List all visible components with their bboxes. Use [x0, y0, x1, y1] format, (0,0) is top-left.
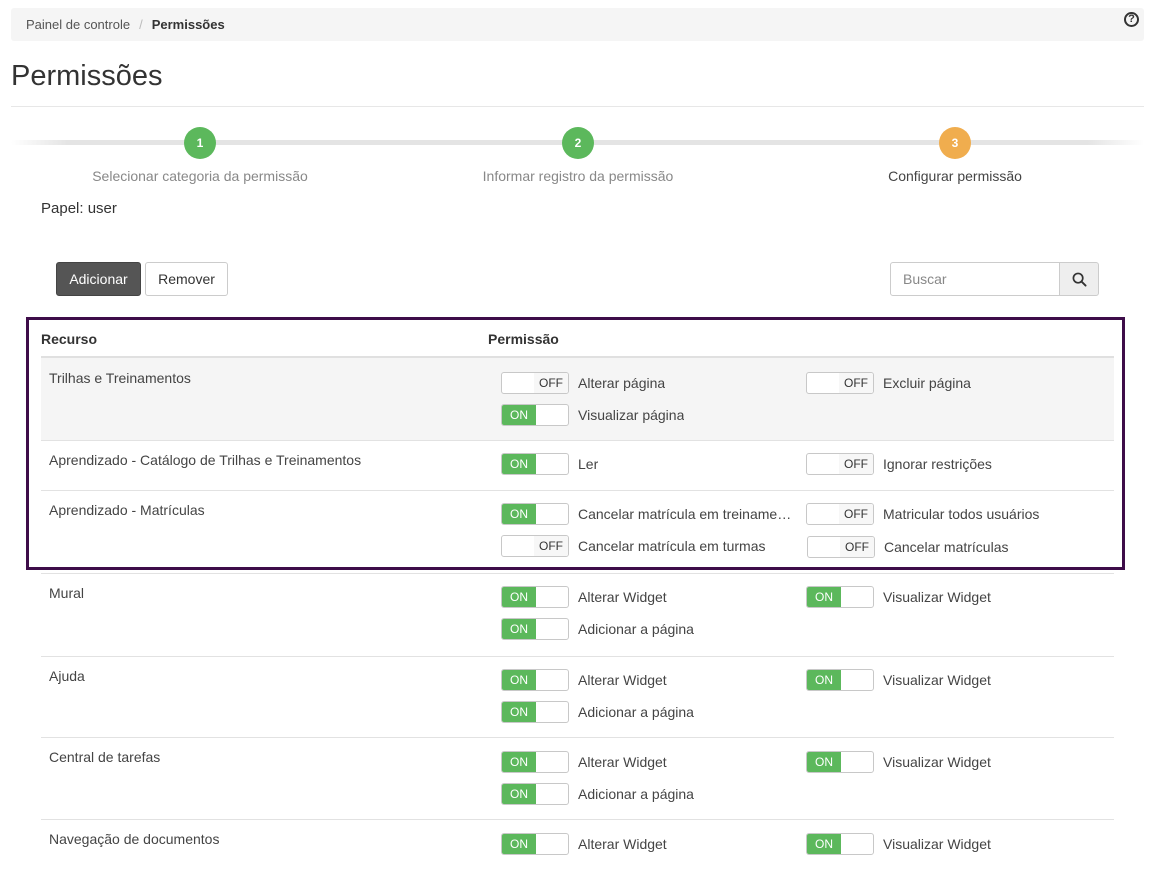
table-row: Mural ONOFF Alterar Widget ONOFF Visuali…	[41, 574, 1114, 657]
resource-name: Mural	[49, 585, 85, 601]
step-1-label: Selecionar categoria da permissão	[92, 168, 308, 184]
resource-name: Trilhas e Treinamentos	[49, 370, 191, 386]
breadcrumb: Painel de controle / Permissões	[11, 8, 1144, 41]
permission-toggle[interactable]: ONOFF	[806, 372, 874, 394]
step-3-circle: 3	[939, 127, 971, 159]
permission-label: Visualizar Widget	[883, 754, 991, 770]
breadcrumb-separator: /	[139, 17, 143, 32]
permission-label: Matricular todos usuários	[883, 506, 1040, 522]
resource-name: Aprendizado - Matrículas	[49, 502, 205, 518]
permission-toggle[interactable]: ONOFF	[501, 503, 569, 525]
breadcrumb-current: Permissões	[151, 17, 225, 32]
permission-item: ONOFF Adicionar a página	[501, 701, 694, 723]
table-row: Navegação de documentos ONOFF Alterar Wi…	[41, 820, 1114, 880]
wizard-step-2: 2 Informar registro da permissão	[428, 127, 728, 184]
permission-label: Visualizar página	[578, 407, 685, 423]
column-header-permission: Permissão	[488, 331, 559, 347]
permission-toggle[interactable]: ONOFF	[501, 669, 569, 691]
permission-toggle[interactable]: ONOFF	[501, 701, 569, 723]
permission-toggle[interactable]: ONOFF	[806, 453, 874, 475]
permission-label: Adicionar a página	[578, 621, 694, 637]
help-icon[interactable]: ?	[1124, 12, 1139, 27]
step-3-label: Configurar permissão	[888, 168, 1022, 184]
resource-name: Central de tarefas	[49, 749, 161, 765]
permission-label: Adicionar a página	[578, 704, 694, 720]
permission-item: ONOFF Excluir página	[806, 372, 971, 394]
permission-toggle[interactable]: ONOFF	[806, 833, 874, 855]
resource-name: Navegação de documentos	[49, 831, 220, 847]
resource-name: Ajuda	[49, 668, 85, 684]
title-divider	[11, 106, 1144, 107]
wizard-step-1: 1 Selecionar categoria da permissão	[50, 127, 350, 184]
table-row: Trilhas e Treinamentos ONOFF Alterar pág…	[41, 358, 1114, 441]
column-header-resource: Recurso	[41, 331, 98, 347]
table-row: Aprendizado - Catálogo de Trilhas e Trei…	[41, 441, 1114, 491]
permission-label: Visualizar Widget	[883, 836, 991, 852]
search-icon	[1072, 272, 1087, 287]
permission-item: ONOFF Adicionar a página	[501, 783, 694, 805]
step-2-circle: 2	[562, 127, 594, 159]
permission-toggle[interactable]: ONOFF	[501, 586, 569, 608]
breadcrumb-home-link[interactable]: Painel de controle	[26, 17, 131, 32]
permission-toggle[interactable]: ONOFF	[501, 783, 569, 805]
permission-item: ONOFF Adicionar a página	[501, 618, 694, 640]
permission-label: Cancelar matrículas	[884, 539, 1009, 555]
permission-label: Alterar Widget	[578, 754, 667, 770]
permission-item: ONOFF Alterar Widget	[501, 833, 667, 855]
permission-toggle[interactable]: ONOFF	[806, 586, 874, 608]
permission-label: Adicionar a página	[578, 786, 694, 802]
permission-item: ONOFF Visualizar Widget	[806, 669, 991, 691]
permission-toggle[interactable]: ONOFF	[806, 751, 874, 773]
permission-label: Ignorar restrições	[883, 456, 992, 472]
permission-item: ONOFF Cancelar matrículas	[807, 536, 1009, 558]
permission-item: ONOFF Visualizar página	[501, 404, 684, 426]
permission-label: Ler	[578, 456, 599, 472]
permission-toggle[interactable]: ONOFF	[806, 669, 874, 691]
add-button[interactable]: Adicionar	[56, 262, 141, 296]
permission-label: Excluir página	[883, 375, 971, 391]
permission-label: Alterar Widget	[578, 836, 667, 852]
table-row: Ajuda ONOFF Alterar Widget ONOFF Visuali…	[41, 657, 1114, 738]
role-label: Papel: user	[41, 200, 117, 217]
permission-item: ONOFF Alterar Widget	[501, 586, 667, 608]
search-input[interactable]	[890, 262, 1060, 296]
permission-label: Alterar Widget	[578, 672, 667, 688]
page-title: Permissões	[11, 60, 163, 92]
permission-item: ONOFF Alterar Widget	[501, 751, 667, 773]
permission-label: Cancelar matrícula em treinamentos	[578, 506, 794, 522]
permission-label: Visualizar Widget	[883, 672, 991, 688]
permission-label: Cancelar matrícula em turmas	[578, 538, 766, 554]
permission-item: ONOFF Matricular todos usuários	[806, 503, 1039, 525]
permission-label: Visualizar Widget	[883, 589, 991, 605]
permission-toggle[interactable]: ONOFF	[501, 751, 569, 773]
permission-item: ONOFF Visualizar Widget	[806, 586, 991, 608]
permission-toggle[interactable]: ONOFF	[501, 618, 569, 640]
permission-toggle[interactable]: ONOFF	[807, 536, 875, 558]
wizard-step-3: 3 Configurar permissão	[805, 127, 1105, 184]
permission-item: ONOFF Visualizar Widget	[806, 833, 991, 855]
resource-name: Aprendizado - Catálogo de Trilhas e Trei…	[49, 452, 362, 468]
permission-toggle[interactable]: ONOFF	[501, 453, 569, 475]
permission-toggle[interactable]: ONOFF	[501, 404, 569, 426]
permission-item: ONOFF Cancelar matrícula em turmas	[501, 535, 766, 557]
permission-item: ONOFF Ler	[501, 453, 598, 475]
table-row: Central de tarefas ONOFF Alterar Widget …	[41, 738, 1114, 820]
step-1-circle: 1	[184, 127, 216, 159]
permission-item: ONOFF Cancelar matrícula em treinamentos	[501, 503, 794, 525]
permission-item: ONOFF Visualizar Widget	[806, 751, 991, 773]
step-2-label: Informar registro da permissão	[482, 168, 674, 184]
table-row: Aprendizado - Matrículas ONOFF Cancelar …	[41, 491, 1114, 574]
permission-item: ONOFF Alterar Widget	[501, 669, 667, 691]
search-button[interactable]	[1059, 262, 1099, 296]
permission-toggle[interactable]: ONOFF	[501, 372, 569, 394]
permission-item: ONOFF Ignorar restrições	[806, 453, 992, 475]
permission-toggle[interactable]: ONOFF	[501, 535, 569, 557]
header-divider	[41, 356, 1114, 358]
permission-label: Alterar Widget	[578, 589, 667, 605]
permission-item: ONOFF Alterar página	[501, 372, 665, 394]
permission-toggle[interactable]: ONOFF	[501, 833, 569, 855]
permission-toggle[interactable]: ONOFF	[806, 503, 874, 525]
remove-button[interactable]: Remover	[145, 262, 228, 296]
permission-label: Alterar página	[578, 375, 666, 391]
